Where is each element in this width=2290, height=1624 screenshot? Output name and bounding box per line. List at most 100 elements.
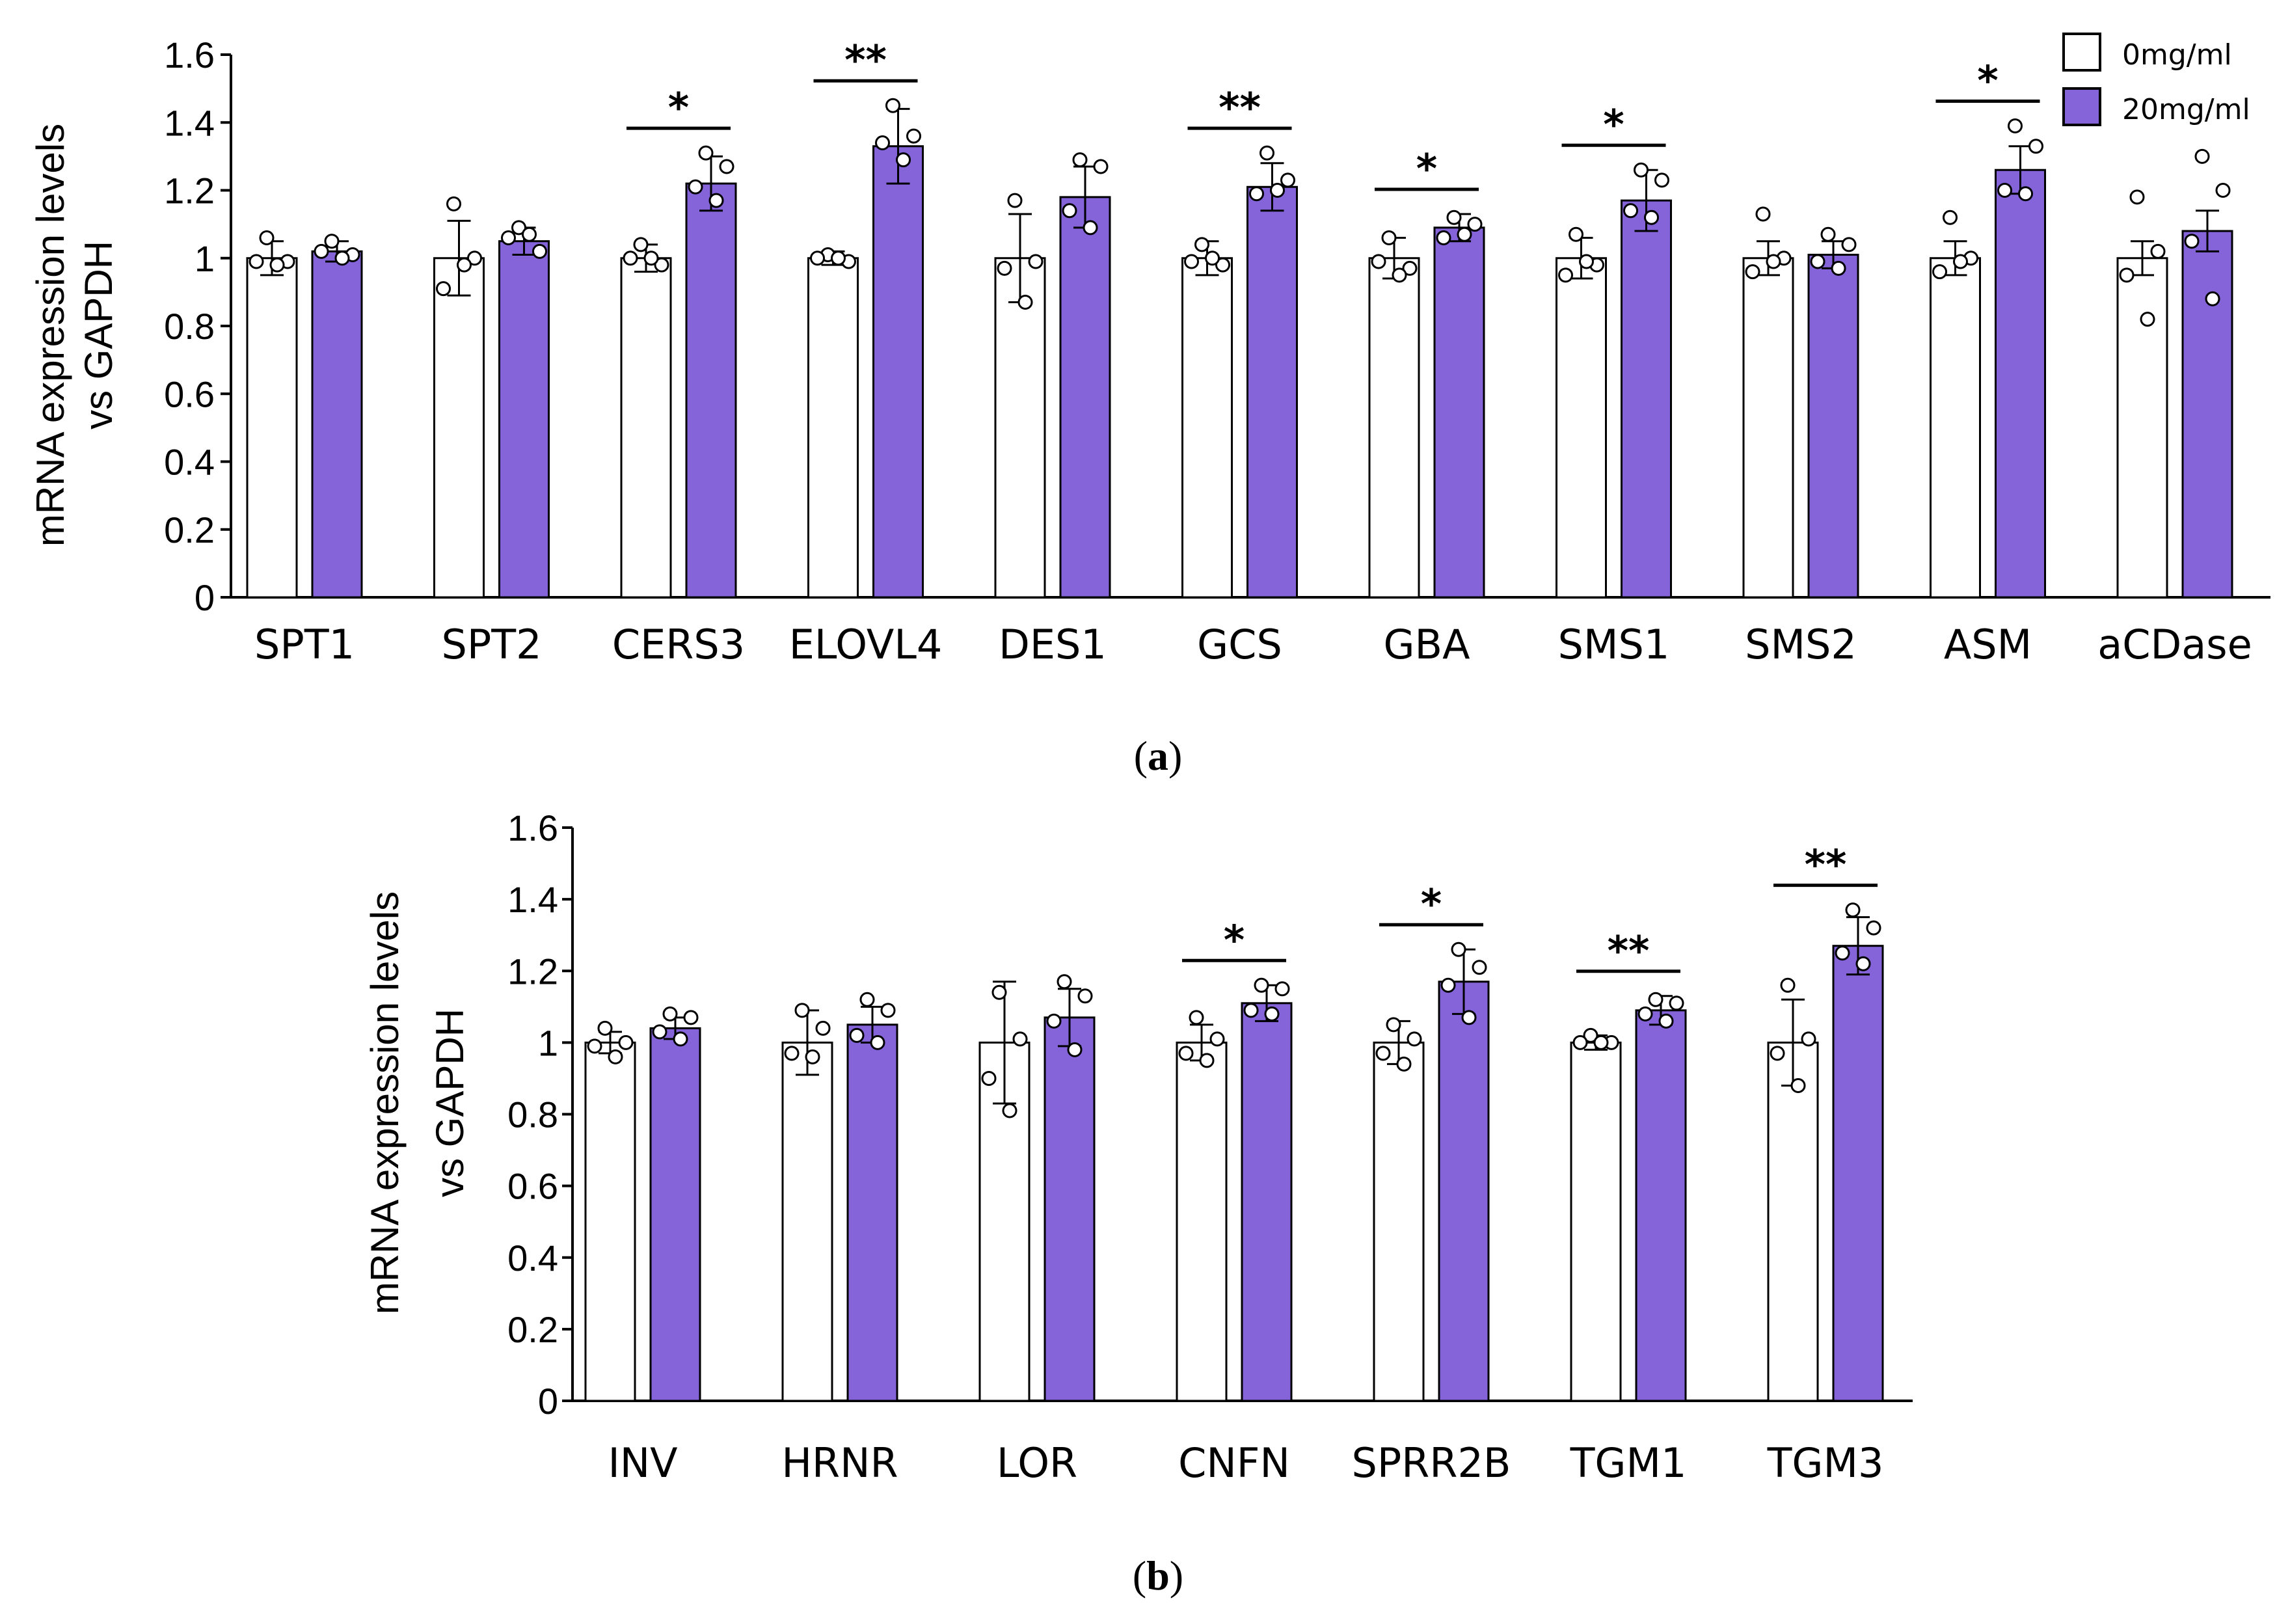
bar-control [2116,257,2168,599]
category-label: TGM3 [1767,1439,1884,1487]
category-label: SPT2 [441,621,541,668]
data-point [511,220,526,236]
data-point [1028,254,1044,269]
data-point [1402,260,1418,276]
bar-treated [311,250,363,599]
data-point [815,1020,831,1036]
data-point [1790,1077,1806,1093]
significance-stars: * [1224,916,1245,964]
data-point [1392,267,1407,283]
data-point [1841,237,1857,252]
y-axis-label-line-2: vs GAPDH [428,1008,472,1197]
data-point [896,152,911,168]
bar-treated [1621,199,1672,599]
y-tick-label: 0.2 [164,509,215,550]
data-point [1436,230,1451,245]
data-point [1270,183,1285,198]
legend-label-treated: 20mg/ml [2122,93,2250,126]
significance-stars: ** [844,36,887,84]
y-tick-label: 0.4 [164,442,215,483]
bar-treated [1241,1002,1293,1402]
data-point [2150,243,2166,259]
data-point [1658,1013,1674,1029]
bar-treated [685,182,737,599]
data-point [1215,257,1230,273]
bar-treated [1044,1016,1096,1402]
data-point [1770,1046,1785,1061]
data-point [2194,148,2210,164]
panel-label-b: (b) [1133,1552,1183,1599]
data-point [2184,234,2200,249]
significance-stars: * [1416,145,1437,193]
significance-stars: ** [1219,84,1261,131]
legend: 0mg/ml 20mg/ml [2062,33,2250,126]
significance-stars: * [668,84,689,131]
data-point [587,1038,602,1054]
data-point [1062,203,1077,219]
bar-control [807,257,859,599]
data-point [1472,960,1487,975]
data-point [1194,237,1209,252]
data-point [1077,988,1093,1004]
data-point [1669,995,1684,1011]
data-point [683,1010,699,1025]
data-point [1205,250,1220,266]
data-point [522,226,537,242]
data-point [708,193,724,208]
data-point [446,196,461,211]
data-point [810,250,825,266]
data-point [794,1003,810,1018]
data-point [719,159,734,174]
data-point [1953,254,1968,269]
category-label: SPT1 [254,621,355,668]
data-point [623,250,638,266]
data-point [1440,977,1456,993]
data-point [1997,183,2012,198]
data-point [1569,226,1583,242]
category-label: CERS3 [612,621,745,668]
bar-treated [1832,945,1884,1402]
data-point [906,128,921,144]
data-point [1820,226,1836,242]
data-point [2008,118,2023,133]
data-point [1648,992,1664,1007]
data-point [805,1049,820,1064]
data-point [1845,902,1861,918]
data-point [1093,159,1109,174]
data-point [831,250,846,266]
category-label: CNFN [1178,1439,1290,1487]
data-point [870,1035,885,1050]
bar-control [246,257,298,599]
data-point [501,230,516,245]
bar-control [1767,1041,1819,1402]
data-point [2028,139,2043,154]
category-label: SMS2 [1745,621,1857,668]
bar-treated [1059,196,1111,599]
y-tick-label: 0.2 [507,1309,558,1350]
data-point [1407,1031,1422,1047]
category-label: INV [608,1439,677,1487]
data-point [1249,186,1264,202]
category-label: SMS1 [1558,621,1670,668]
significance-stars: * [1421,880,1442,928]
bar-control [1181,257,1233,599]
data-point [991,984,1007,1000]
data-point [1810,254,1825,269]
category-label: ASM [1944,621,2032,668]
data-point [1745,264,1760,280]
significance-stars: ** [1805,841,1847,889]
data-point [849,1027,865,1043]
bar-control [433,257,485,599]
bar-control [1556,257,1607,599]
data-point [1755,206,1771,222]
category-label: DES1 [999,621,1107,668]
bar-control [584,1041,636,1402]
data-point [314,243,329,259]
data-point [1637,1006,1653,1022]
bar-treated [1995,169,2046,599]
data-point [1634,162,1649,178]
data-point [1572,1035,1588,1050]
data-point [875,135,890,151]
data-point [1002,1103,1017,1118]
bar-control [1742,257,1794,599]
